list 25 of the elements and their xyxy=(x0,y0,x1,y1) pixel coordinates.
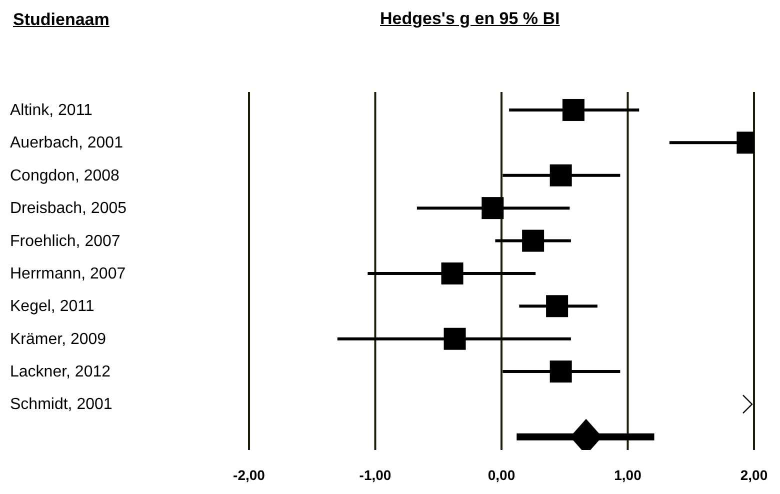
y-tick-label: Lackner, 2012 xyxy=(10,364,111,381)
y-tick-label: Schmidt, 2001 xyxy=(10,396,112,414)
y-tick-label: Froehlich, 2007 xyxy=(10,232,120,250)
point xyxy=(546,295,568,318)
point xyxy=(482,197,504,220)
y-tick-label: Herrmann, 2007 xyxy=(10,265,126,282)
point xyxy=(444,328,466,350)
y-tick-label: Congdon, 2008 xyxy=(10,167,120,184)
y-tick-label: Krämer, 2009 xyxy=(10,330,106,348)
point xyxy=(550,360,572,383)
chart-title: Hedges's g en 95 % BI xyxy=(380,9,560,29)
x-tick-label: 0,00 xyxy=(488,466,516,483)
point xyxy=(522,230,544,252)
y-tick-label: Auerbach, 2001 xyxy=(10,134,124,152)
point xyxy=(550,164,572,186)
y-axis-title: Studienaam xyxy=(13,10,110,30)
x-tick-label: -2,00 xyxy=(233,466,266,483)
point xyxy=(441,262,464,284)
point xyxy=(562,98,584,121)
x-tick-label: 2,00 xyxy=(740,466,768,483)
y-tick-label: Dreisbach, 2005 xyxy=(10,200,127,218)
y-tick-label: Kegel, 2011 xyxy=(10,298,94,316)
x-tick-label: -1,00 xyxy=(359,466,392,483)
y-tick-label: Altink, 2011 xyxy=(10,102,93,119)
x-tick-label: 1,00 xyxy=(614,466,642,483)
